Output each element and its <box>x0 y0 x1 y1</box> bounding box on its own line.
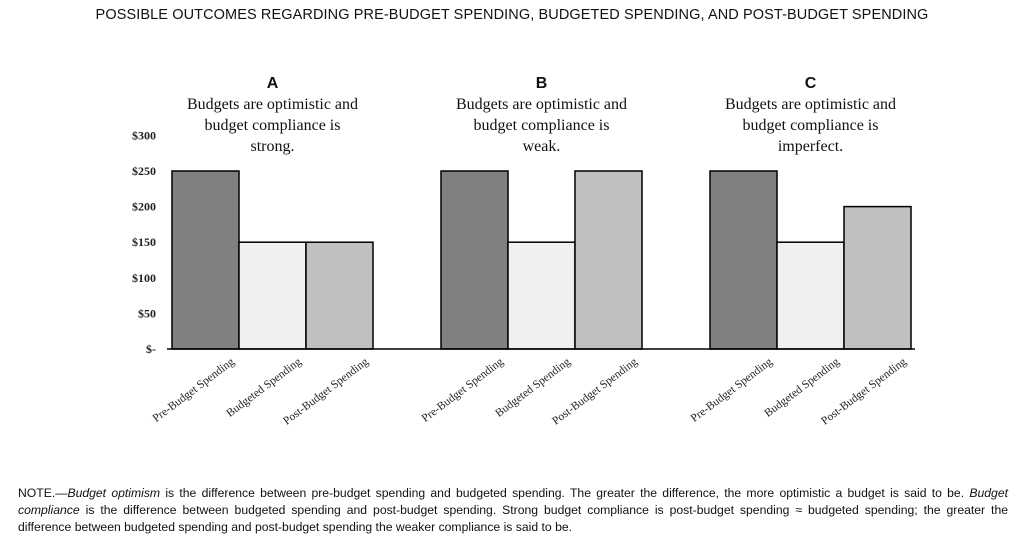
y-axis: $- $50 $100 $150 $200 $250 $300 <box>132 128 156 356</box>
y-tick-label: $50 <box>138 306 156 320</box>
y-tick-label: $250 <box>132 164 156 178</box>
x-tick-label: Pre-Budget Spending <box>151 356 237 425</box>
figure-note: NOTE.—Budget optimism is the difference … <box>18 485 1008 536</box>
bar-pre-budget-spending <box>171 170 240 350</box>
panel-a: A Budgets are optimistic and budget compli… <box>151 75 374 427</box>
bar-budgeted-spending <box>507 241 576 350</box>
y-tick-label: $200 <box>132 200 156 214</box>
x-tick-label: Pre-Budget Spending <box>420 356 506 425</box>
panel-description-line: strong. <box>251 138 295 155</box>
bar-post-budget-spending <box>574 170 643 350</box>
panel-c: C Budgets are optimistic and budget compli… <box>689 75 912 427</box>
panel-description-line: imperfect. <box>778 138 843 155</box>
chart-panels: A Budgets are optimistic and budget compli… <box>151 75 912 427</box>
panel-b: B Budgets are optimistic and budget compli… <box>420 75 643 427</box>
panel-letter: B <box>536 75 548 92</box>
panel-description-line: budget compliance is <box>205 117 341 134</box>
bar-budgeted-spending <box>776 241 845 350</box>
note-lead: NOTE.— <box>18 486 68 500</box>
y-tick-label: $- <box>146 342 156 356</box>
figure-title: POSSIBLE OUTCOMES REGARDING PRE-BUDGET S… <box>95 7 929 23</box>
bar-budgeted-spending <box>238 241 307 350</box>
panel-letter: C <box>805 75 817 92</box>
y-tick-label: $100 <box>132 271 156 285</box>
x-tick-label: Pre-Budget Spending <box>689 356 775 425</box>
panel-description-line: Budgets are optimistic and <box>456 96 627 113</box>
panel-description-line: Budgets are optimistic and <box>725 96 896 113</box>
note-text-2: is the difference between budgeted spend… <box>18 503 1008 534</box>
y-tick-label: $150 <box>132 235 156 249</box>
panel-description-line: Budgets are optimistic and <box>187 96 358 113</box>
bar-post-budget-spending <box>305 241 374 350</box>
panel-description-line: budget compliance is <box>743 117 879 134</box>
y-tick-label: $300 <box>132 128 156 142</box>
note-term-budget-optimism: Budget optimism <box>67 486 161 500</box>
panel-description-line: weak. <box>523 138 561 155</box>
bar-post-budget-spending <box>843 205 912 350</box>
note-term-budget-compliance: Budget compliance <box>18 486 1008 517</box>
bar-pre-budget-spending <box>709 170 778 350</box>
bar-pre-budget-spending <box>440 170 509 350</box>
note-text-1: is the difference between pre-budget spe… <box>160 486 970 500</box>
panel-letter: A <box>267 75 279 92</box>
panel-description-line: budget compliance is <box>474 117 610 134</box>
budget-bar-chart: $- $50 $100 $150 $200 $250 $300 A Budgets are o… <box>132 75 915 427</box>
